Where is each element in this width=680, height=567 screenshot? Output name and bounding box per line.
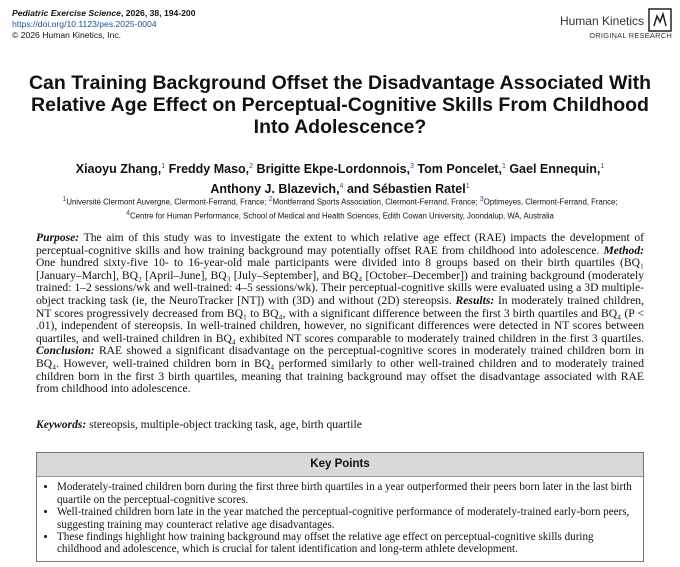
key-points: Key Points Moderately-trained children b…: [36, 452, 644, 562]
abstract-text: The aim of this study was to investigate…: [36, 231, 644, 257]
author-name: Tom Poncelet,: [417, 162, 502, 177]
publisher-logo: [648, 8, 672, 32]
journal-header: Pediatric Exercise Science, 2026, 38, 19…: [12, 8, 195, 41]
abstract-text: In moderately trained children, NT score…: [36, 293, 644, 345]
affiliations: 1Université Clermont Auvergne, Clermont-…: [6, 194, 674, 221]
author-name: Xiaoyu Zhang,: [75, 162, 162, 177]
author-affiliation: 2: [249, 163, 254, 170]
author-affiliation: 1: [161, 163, 166, 170]
abstract-label: Conclusion:: [36, 344, 95, 358]
author-name: Brigitte Ekpe-Lordonnois,: [256, 162, 411, 177]
author-affiliation: 4: [339, 183, 344, 191]
affiliation-number: 2: [268, 196, 273, 203]
author-name: Gael Ennequin,: [509, 162, 601, 177]
article-type: ORIGINAL RESEARCH: [589, 31, 672, 40]
key-point: These findings highlight how training ba…: [57, 531, 637, 556]
key-points-list: Moderately-trained children born during …: [57, 481, 637, 555]
citation: , 2026, 38, 194-200: [120, 8, 196, 18]
author-name: Anthony J. Blazevich,: [210, 182, 340, 197]
copyright: © 2026 Human Kinetics, Inc.: [12, 30, 122, 40]
keywords-text: stereopsis, multiple-object tracking tas…: [89, 418, 362, 431]
key-point: Moderately-trained children born during …: [57, 481, 637, 506]
affiliation-text: Centre for Human Performance, School of …: [130, 211, 554, 221]
keywords: Keywords: stereopsis, multiple-object tr…: [36, 418, 644, 431]
key-point: Well-trained children born late in the y…: [57, 506, 637, 531]
affiliation-number: 1: [62, 196, 67, 203]
abstract-label: Purpose:: [36, 231, 80, 244]
keywords-label: Keywords:: [36, 418, 87, 431]
affiliation-number: 3: [479, 196, 484, 203]
key-points-title: Key Points: [37, 453, 643, 478]
affiliation-text: Optimeyes, Clermont-Ferrand, France;: [483, 197, 618, 207]
abstract-label: Method:: [603, 243, 645, 257]
author-name: Freddy Maso,: [168, 162, 250, 177]
abstract-label: Results:: [455, 293, 495, 307]
author-line: Anthony J. Blazevich,4 and Sébastien Rat…: [10, 178, 670, 198]
affiliation-line: 1Université Clermont Auvergne, Clermont-…: [6, 194, 674, 208]
doi-link[interactable]: https://doi.org/10.1123/pes.2025-0004: [12, 19, 157, 29]
affiliation-text: Montferrand Sports Association, Clermont…: [272, 197, 478, 207]
journal-name: Pediatric Exercise Science: [12, 8, 121, 18]
affiliation-line: 4Centre for Human Performance, School of…: [6, 208, 674, 222]
author-affiliation: 1: [600, 163, 605, 170]
affiliation-text: Université Clermont Auvergne, Clermont-F…: [66, 197, 267, 207]
abstract-text: RAE showed a significant disadvantage on…: [36, 344, 644, 396]
author-affiliation: 1: [501, 163, 506, 170]
author-affiliation: 3: [410, 163, 414, 170]
author-affiliation: 1: [465, 183, 470, 191]
author-name: and Sébastien Ratel: [346, 182, 466, 197]
abstract: Purpose: The aim of this study was to in…: [36, 231, 645, 396]
publisher-block: Human Kinetics ORIGINAL RESEARCH: [560, 8, 672, 40]
author-line: Xiaoyu Zhang,1 Freddy Maso,2 Brigitte Ek…: [10, 158, 670, 178]
publisher-name: Human Kinetics: [559, 14, 644, 28]
authors: Xiaoyu Zhang,1 Freddy Maso,2 Brigitte Ek…: [10, 158, 670, 198]
article-title: Can Training Background Offset the Disad…: [28, 72, 652, 138]
affiliation-number: 4: [126, 209, 131, 217]
abstract-text: One hundred sixty-five 10- to 16-year-ol…: [36, 256, 644, 307]
